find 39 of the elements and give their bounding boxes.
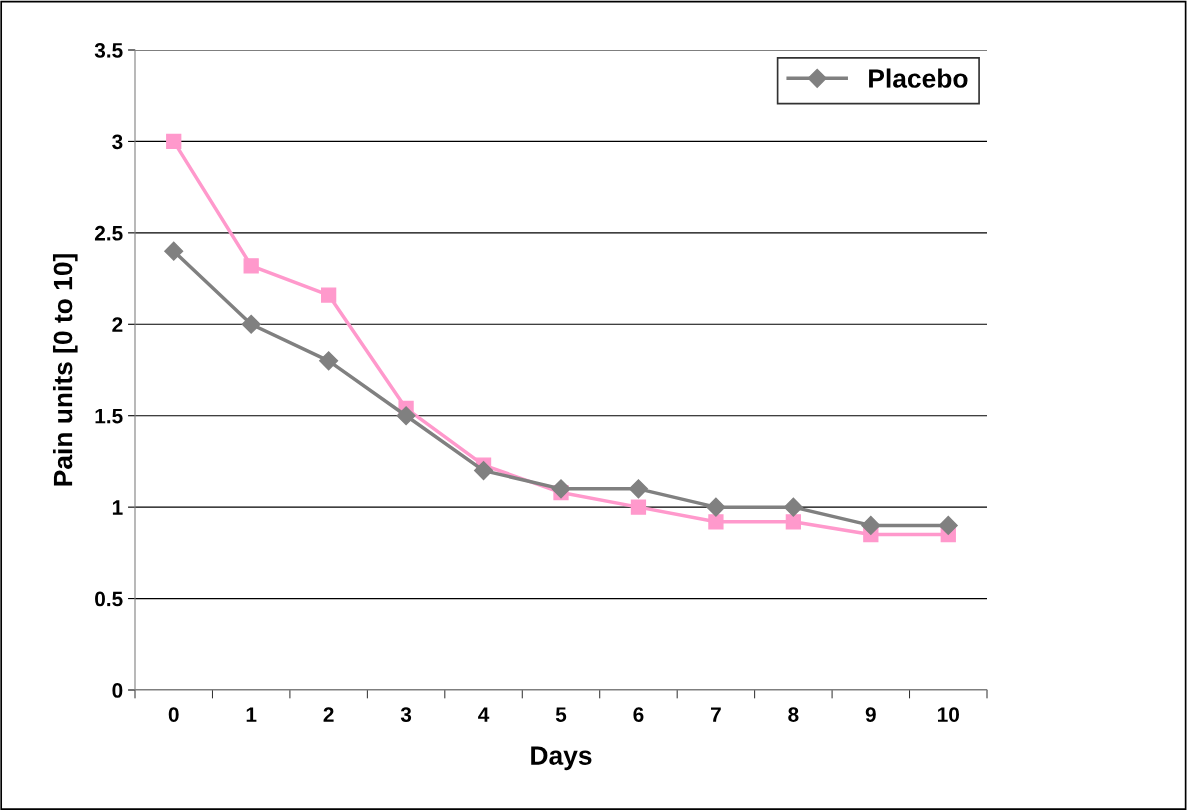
point <box>785 514 802 530</box>
point <box>319 351 339 371</box>
point <box>551 479 571 499</box>
x-tick-label: 6 <box>633 707 644 722</box>
x-tick-label: 1 <box>246 707 257 722</box>
point <box>241 314 261 334</box>
y-tick-label: 3 <box>112 134 123 150</box>
y-tick-label: 2 <box>112 317 123 332</box>
x-tick-label: 4 <box>478 707 490 722</box>
y-tick-label: 1.5 <box>95 408 123 424</box>
x-tick-label: 10 <box>938 707 960 722</box>
point <box>938 515 958 535</box>
point <box>396 406 416 426</box>
point <box>243 258 259 274</box>
x-tick-label: 2 <box>323 707 334 722</box>
y-tick-label: 0 <box>112 683 123 698</box>
x-tick-label: 5 <box>555 707 567 722</box>
point <box>706 497 726 517</box>
point <box>164 241 184 261</box>
y-axis-title: Pain units [0 to 10] <box>52 254 78 486</box>
y-tick-label: 3.5 <box>94 43 123 58</box>
point <box>628 479 648 499</box>
y-tick-label: 2.5 <box>94 225 123 241</box>
x-tick-label: 9 <box>865 707 876 722</box>
x-tick-label: 7 <box>711 707 721 722</box>
y-tick-label: 1 <box>112 500 123 515</box>
x-tick-label: 8 <box>788 707 799 722</box>
point <box>320 287 337 303</box>
legend-label: Placebo <box>869 68 968 88</box>
y-tick-label: 0.5 <box>95 591 123 607</box>
point <box>783 497 803 517</box>
x-tick-label: 3 <box>400 707 412 722</box>
x-tick-label: 0 <box>168 707 179 722</box>
x-axis-title: Days <box>531 746 592 771</box>
point <box>474 461 494 481</box>
point <box>861 515 881 535</box>
point <box>166 133 182 150</box>
point <box>708 514 724 530</box>
point <box>630 499 647 515</box>
